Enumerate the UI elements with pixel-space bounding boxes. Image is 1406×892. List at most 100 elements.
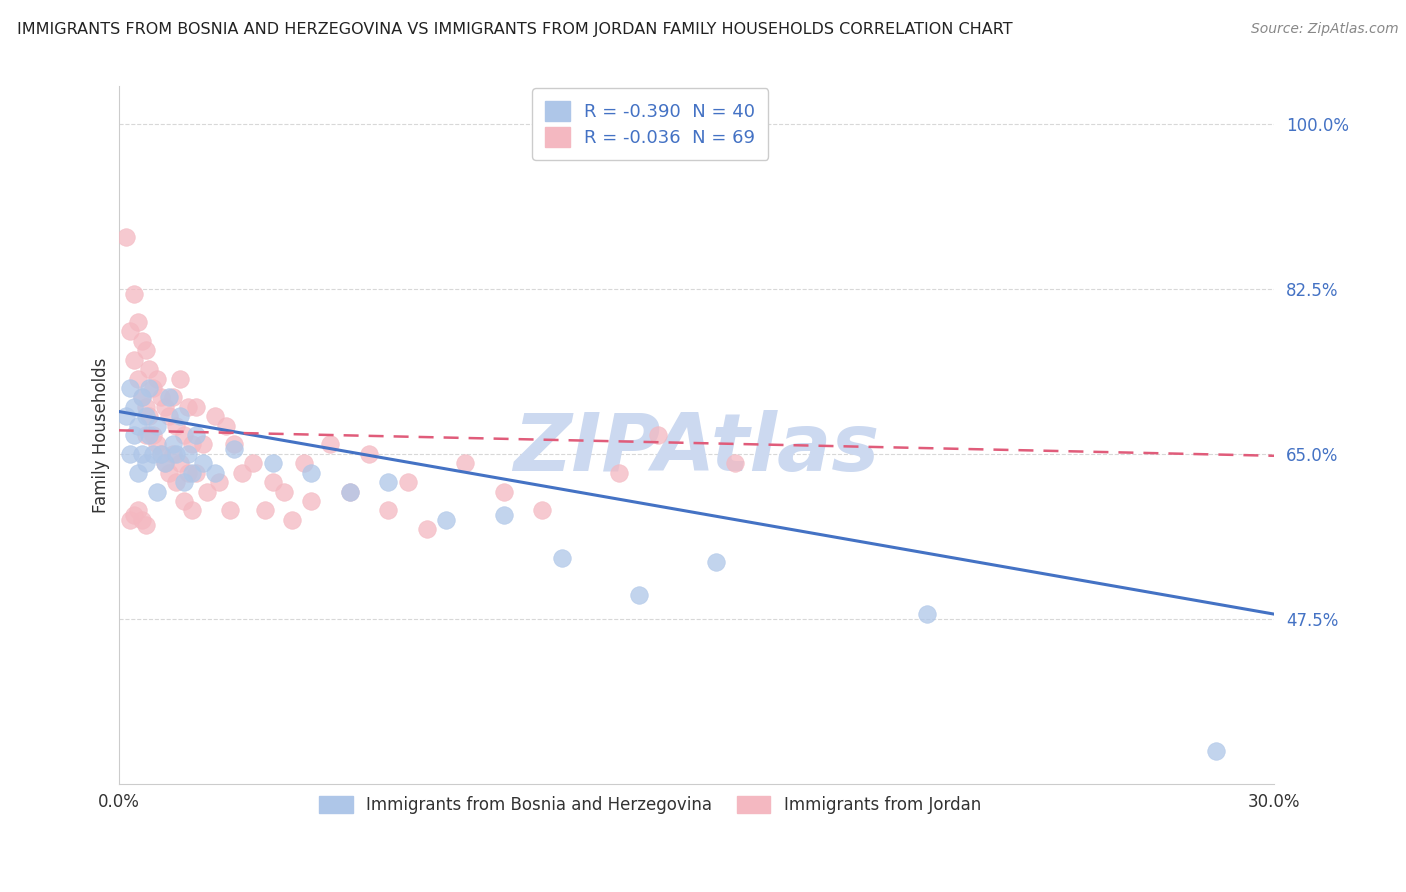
Point [434,513,457,527]
Point [135,343,157,358]
Point [219,503,242,517]
Point [253,503,276,517]
Point [454,456,477,470]
Point [550,550,572,565]
Point [173,475,195,490]
Point [142,447,165,461]
Point [169,409,191,424]
Point [157,466,180,480]
Point [135,517,157,532]
Point [120,447,142,461]
Point [165,475,187,490]
Point [262,475,284,490]
Point [150,447,173,461]
Point [131,513,153,527]
Point [204,466,226,480]
Point [396,475,419,490]
Point [162,447,184,461]
Point [299,494,322,508]
Point [224,437,246,451]
Point [162,437,184,451]
Point [169,456,191,470]
Point [299,466,322,480]
Point [122,352,145,367]
Point [195,484,218,499]
Text: Source: ZipAtlas.com: Source: ZipAtlas.com [1251,22,1399,37]
Point [138,428,160,442]
Point [138,409,160,424]
Point [146,484,169,499]
Point [357,447,380,461]
Point [177,466,200,480]
Point [377,475,399,490]
Point [224,442,246,457]
Point [138,362,160,376]
Point [135,409,157,424]
Point [146,371,169,385]
Point [127,315,149,329]
Point [416,522,439,536]
Text: ZIPAtlas: ZIPAtlas [513,410,880,488]
Point [120,513,142,527]
Point [184,400,207,414]
Point [122,508,145,523]
Point [281,513,304,527]
Point [131,390,153,404]
Text: IMMIGRANTS FROM BOSNIA AND HERZEGOVINA VS IMMIGRANTS FROM JORDAN FAMILY HOUSEHOL: IMMIGRANTS FROM BOSNIA AND HERZEGOVINA V… [17,22,1012,37]
Point [607,466,630,480]
Point [184,428,207,442]
Point [917,607,939,621]
Point [131,390,153,404]
Point [157,409,180,424]
Point [127,503,149,517]
Point [157,390,180,404]
Point [193,456,215,470]
Point [127,371,149,385]
Point [127,418,149,433]
Point [215,418,238,433]
Point [204,409,226,424]
Point [492,484,515,499]
Point [122,286,145,301]
Point [169,371,191,385]
Point [627,588,650,602]
Point [231,466,253,480]
Point [177,447,200,461]
Point [165,447,187,461]
Point [120,381,142,395]
Point [492,508,515,523]
Point [339,484,361,499]
Point [150,447,173,461]
Point [153,456,176,470]
Point [724,456,747,470]
Point [146,418,169,433]
Y-axis label: Family Households: Family Households [93,358,110,513]
Point [122,400,145,414]
Point [120,325,142,339]
Point [319,437,342,451]
Point [115,409,138,424]
Point [127,466,149,480]
Point [142,428,165,442]
Point [262,456,284,470]
Point [153,400,176,414]
Point [138,381,160,395]
Point [173,494,195,508]
Point [150,390,173,404]
Point [165,418,187,433]
Point [135,456,157,470]
Point [177,400,200,414]
Point [292,456,315,470]
Legend: Immigrants from Bosnia and Herzegovina, Immigrants from Jordan: Immigrants from Bosnia and Herzegovina, … [309,786,991,824]
Point [647,428,669,442]
Point [208,475,231,490]
Point [184,466,207,480]
Point [135,400,157,414]
Point [704,555,727,569]
Point [131,334,153,348]
Point [131,447,153,461]
Point [180,503,202,517]
Point [115,230,138,244]
Point [135,428,157,442]
Point [146,437,169,451]
